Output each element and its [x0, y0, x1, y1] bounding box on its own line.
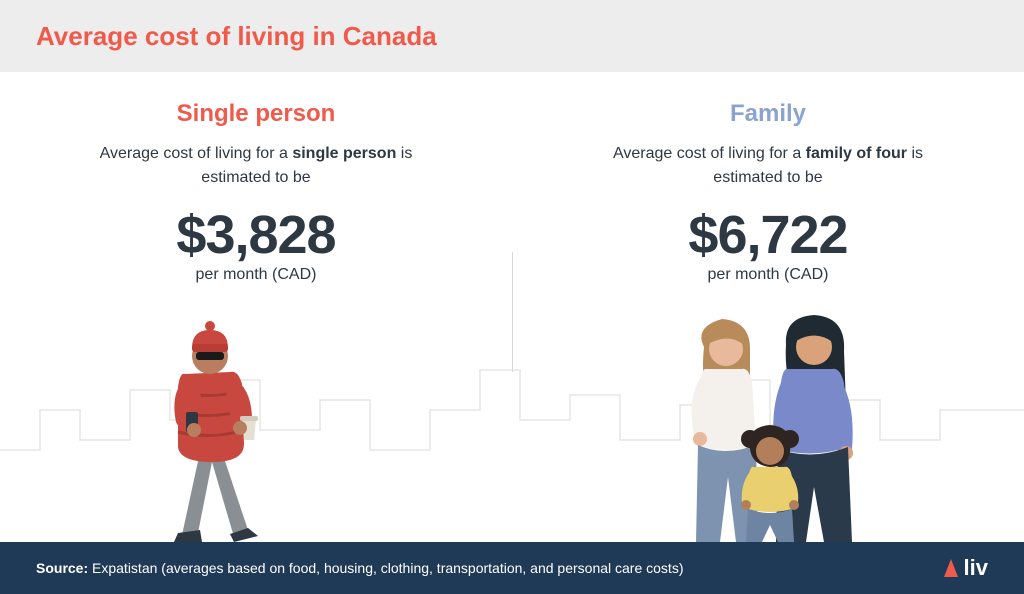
header-bar: Average cost of living in Canada [0, 0, 1024, 72]
amount-family: $6,722 [512, 208, 1024, 262]
content-area: Single person Average cost of living for… [0, 72, 1024, 542]
heading-single: Single person [0, 100, 512, 128]
logo-text: liv [964, 555, 988, 581]
amount-single: $3,828 [0, 208, 512, 262]
source-body: Expatistan (averages based on food, hous… [88, 560, 683, 576]
permonth-single: per month (CAD) [0, 266, 512, 284]
description-family: Average cost of living for a family of f… [608, 142, 928, 190]
description-single: Average cost of living for a single pers… [96, 142, 416, 190]
illustration-single-person [130, 312, 300, 542]
source-text: Source: Expatistan (averages based on fo… [36, 560, 684, 576]
source-label: Source: [36, 560, 88, 576]
heading-family: Family [512, 100, 1024, 128]
footer-bar: Source: Expatistan (averages based on fo… [0, 542, 1024, 594]
desc-single-pre: Average cost of living for a [100, 145, 293, 162]
logo-mark-icon [944, 559, 958, 577]
column-family: Family Average cost of living for a fami… [512, 72, 1024, 542]
desc-family-bold: family of four [806, 145, 907, 162]
desc-family-pre: Average cost of living for a [613, 145, 806, 162]
illustration-family [664, 307, 924, 542]
logo: liv [944, 555, 988, 581]
page-title: Average cost of living in Canada [36, 21, 437, 52]
permonth-family: per month (CAD) [512, 266, 1024, 284]
desc-single-bold: single person [292, 145, 396, 162]
column-single: Single person Average cost of living for… [0, 72, 512, 542]
